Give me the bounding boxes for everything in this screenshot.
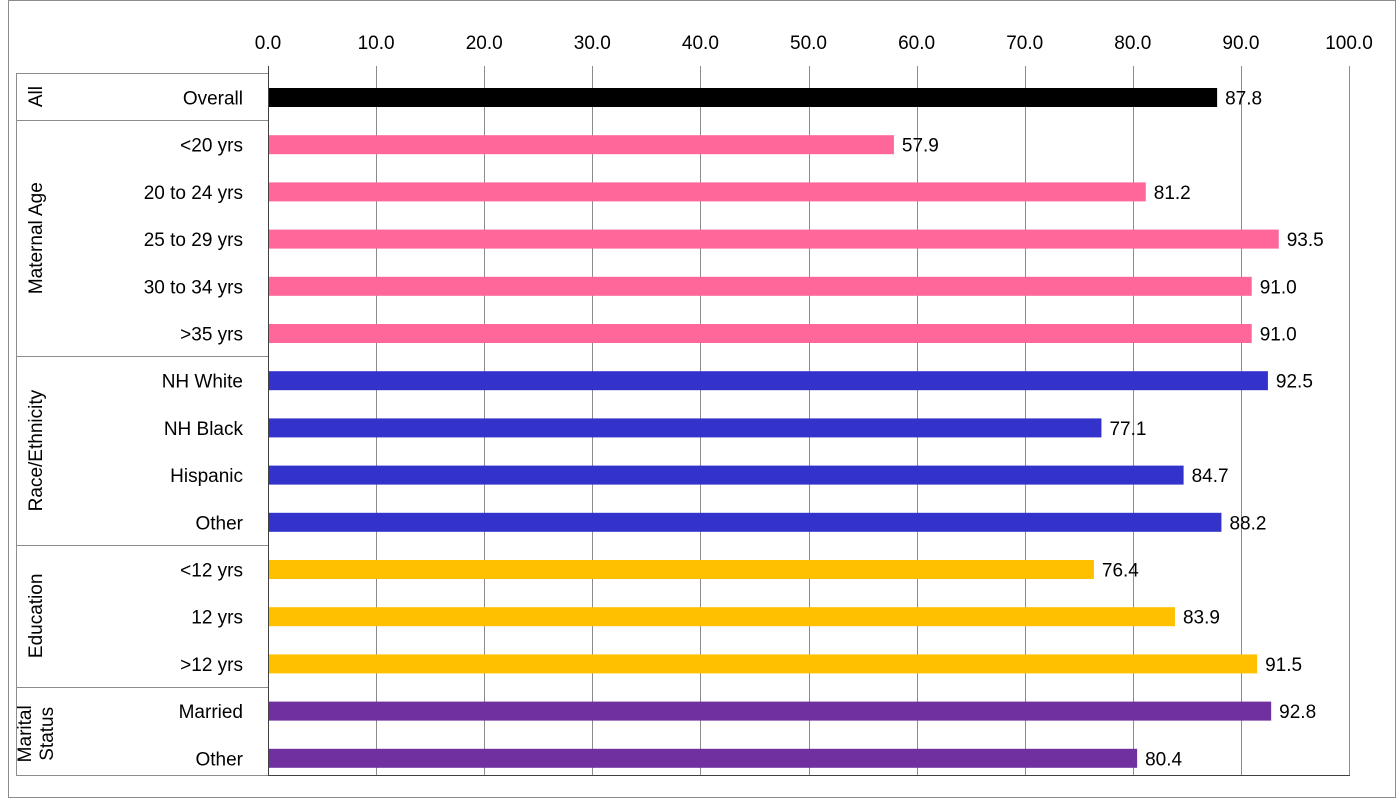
bar [268,702,1271,721]
bar [268,135,894,154]
bar [268,418,1101,437]
data-label: 76.4 [1102,561,1139,582]
x-tick-label: 10.0 [358,33,395,54]
bar [268,749,1137,768]
bar [268,371,1268,390]
bar [268,654,1257,673]
x-tick-label: 100.0 [1325,33,1373,54]
group-label-line: All [26,86,47,107]
category-label: Hispanic [170,466,243,487]
bar [268,324,1252,343]
group-label-line: Marital [15,705,36,762]
data-label: 88.2 [1229,513,1266,534]
x-tick-label: 0.0 [255,33,281,54]
category-label: 20 to 24 yrs [144,183,243,204]
category-label: >12 yrs [180,655,243,676]
group-label: Education [26,574,47,659]
data-label: 92.5 [1276,372,1313,393]
data-label: 77.1 [1109,419,1146,440]
group-label-line: Status [37,707,58,761]
bar [268,182,1146,201]
group-label-line: Education [26,574,47,659]
data-label: 84.7 [1192,466,1229,487]
bar [268,560,1094,579]
data-label: 83.9 [1183,608,1220,629]
category-label: 25 to 29 yrs [144,230,243,251]
group-label-line: Maternal Age [26,182,47,294]
x-tick-label: 90.0 [1222,33,1259,54]
group-label: Race/Ethnicity [26,389,47,511]
category-label: <12 yrs [180,561,243,582]
bar [268,88,1217,107]
group-label: All [26,86,47,107]
x-tick-label: 40.0 [682,33,719,54]
data-label: 91.0 [1260,277,1297,298]
category-label: 30 to 34 yrs [144,277,243,298]
x-tick-label: 70.0 [1006,33,1043,54]
data-label: 80.4 [1145,749,1182,770]
data-label: 87.8 [1225,89,1262,110]
data-label: 57.9 [902,136,939,157]
group-label-line: Race/Ethnicity [26,389,47,511]
x-tick-label: 30.0 [574,33,611,54]
category-label: <20 yrs [180,136,243,157]
x-tick-label: 50.0 [790,33,827,54]
data-label: 91.0 [1260,325,1297,346]
data-label: 91.5 [1265,655,1302,676]
category-label: 12 yrs [191,608,243,629]
bar [268,466,1184,485]
category-label: Married [179,702,243,723]
x-tick-label: 20.0 [466,33,503,54]
category-label: NH Black [164,419,244,440]
data-label: 81.2 [1154,183,1191,204]
bar [268,607,1175,626]
category-label: Overall [183,89,243,110]
x-tick-label: 60.0 [898,33,935,54]
data-label: 92.8 [1279,702,1316,723]
bar [268,230,1279,249]
x-tick-label: 80.0 [1114,33,1151,54]
category-label: NH White [162,372,243,393]
category-label: Other [195,749,243,770]
category-label: Other [195,513,243,534]
data-label: 93.5 [1287,230,1324,251]
bar [268,277,1252,296]
group-label: Maternal Age [26,182,47,294]
bar [268,513,1221,532]
category-label: >35 yrs [180,325,243,346]
group-label: MaritalStatus [15,705,58,762]
